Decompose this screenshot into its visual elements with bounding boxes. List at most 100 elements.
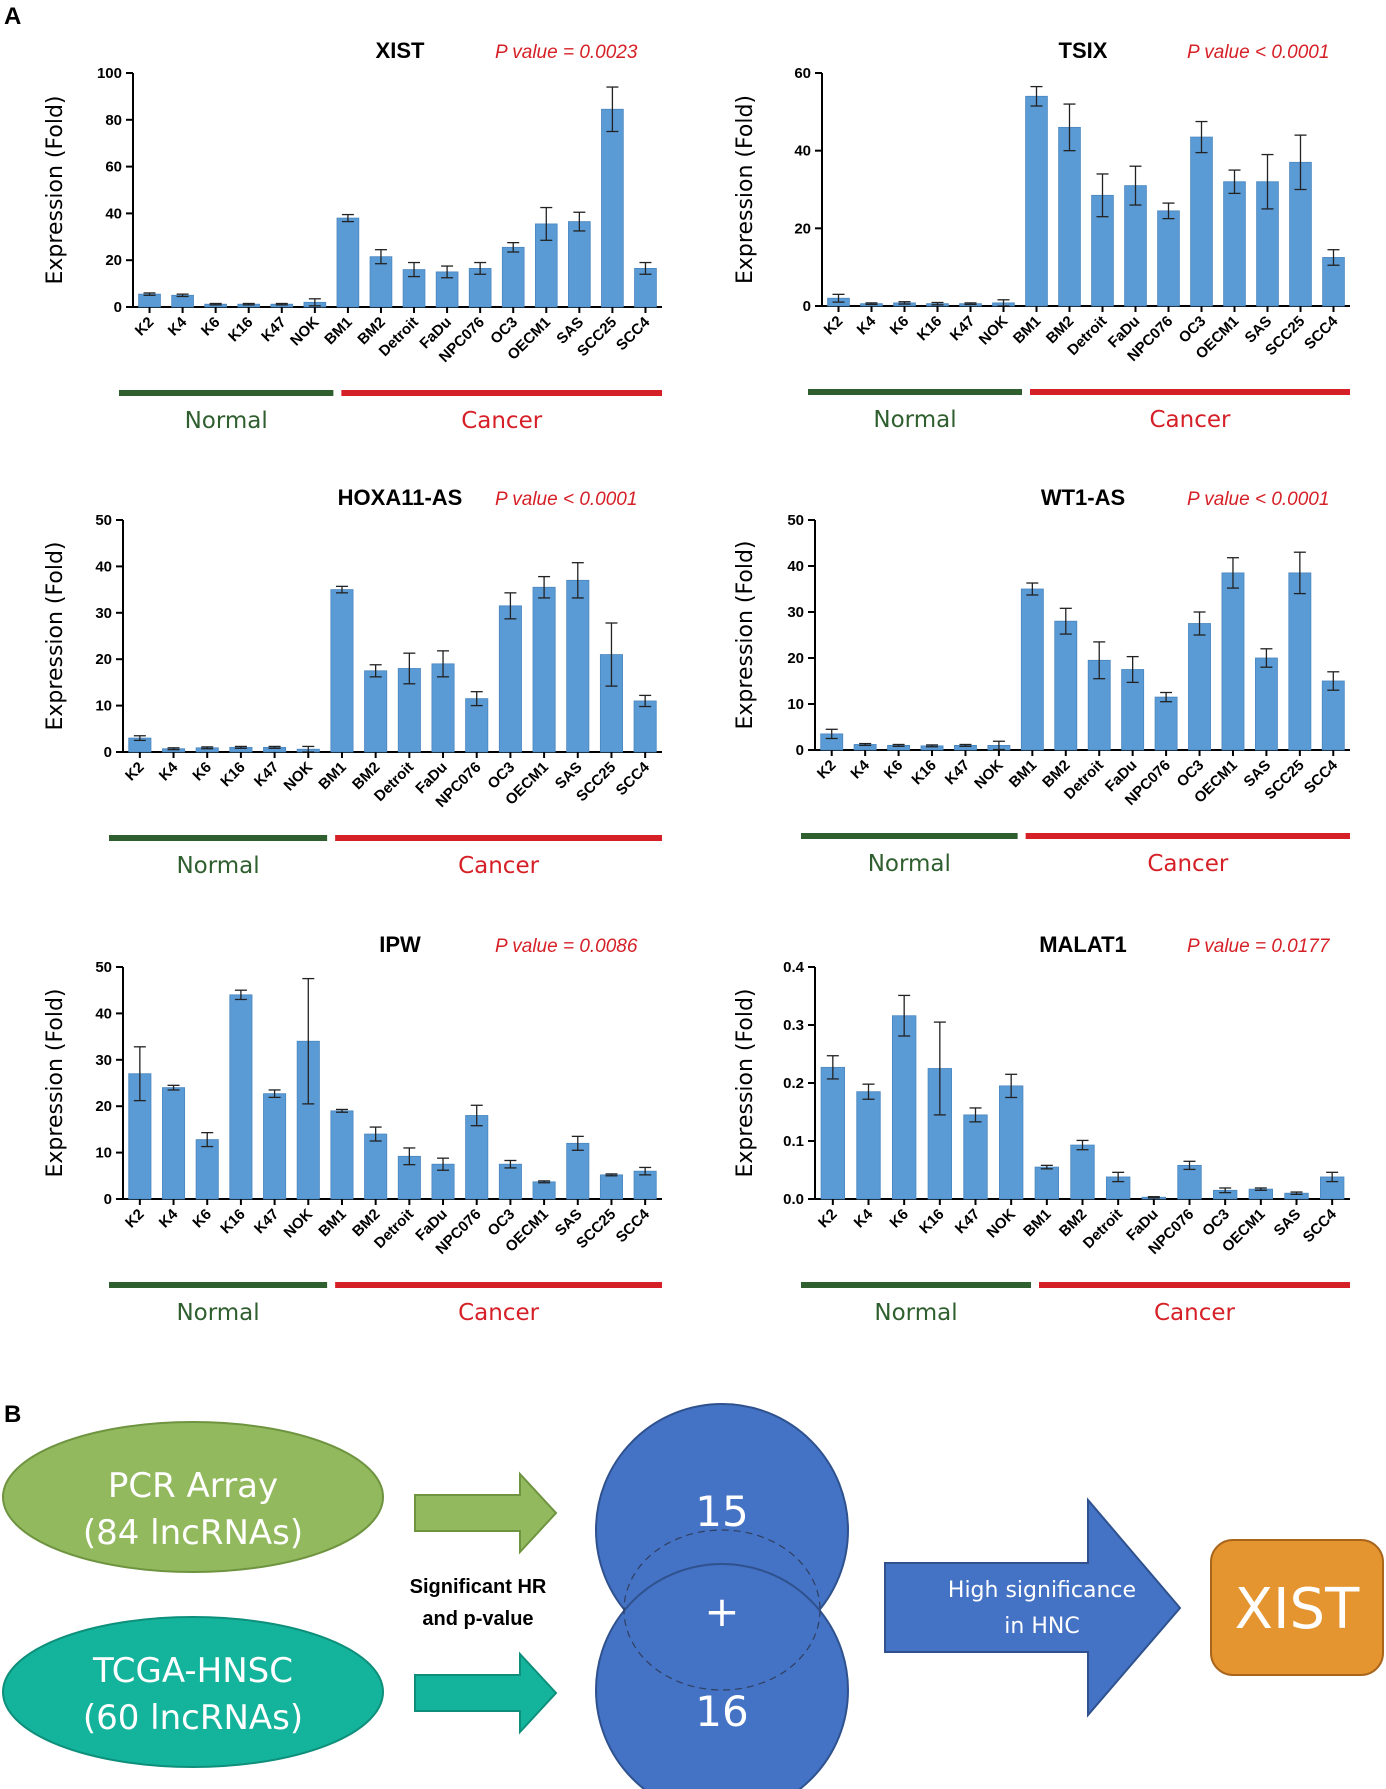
x-tick-label: K2 (122, 1206, 148, 1232)
x-tick-label: SCC4 (613, 313, 654, 354)
y-tick-label: 0.0 (783, 1191, 804, 1208)
x-tick-label: K4 (851, 1205, 877, 1231)
cancer-group-label: Cancer (1154, 1300, 1236, 1326)
bar-k47 (263, 1093, 287, 1200)
chart-ipw-group: IPW P value = 0.0086 Expression (Fold) 0 10 2… (43, 932, 662, 1326)
bar-k6 (891, 1015, 917, 1200)
y-tick-label: 10 (95, 698, 112, 715)
bar-bm1 (1034, 1166, 1060, 1200)
tcga-hnsc-count: (60 lncRNAs) (83, 1698, 303, 1738)
x-tick-label: K16 (914, 313, 945, 344)
pcr-array-label: PCR Array (108, 1466, 278, 1506)
panel-b-label: B (4, 1401, 21, 1428)
y-tick-label: 100 (97, 65, 122, 82)
bar-k4 (856, 1091, 881, 1200)
chart-title: WT1-AS (1041, 485, 1125, 510)
x-tick-label: BM1 (1006, 757, 1040, 791)
bar-npc076 (1157, 210, 1180, 307)
bar-bm1 (1025, 95, 1048, 307)
y-tick-label: 20 (787, 650, 804, 667)
bar-oc3 (1188, 623, 1211, 751)
x-tick-label: BM1 (1010, 313, 1044, 347)
criteria-label-2: and p-value (422, 1608, 533, 1630)
plus-sign: + (704, 1587, 739, 1636)
y-axis-label: Expression (Fold) (733, 541, 758, 730)
bar-nok (998, 1085, 1024, 1200)
x-tick-label: K4 (156, 1205, 182, 1231)
y-tick-label: 20 (105, 252, 122, 269)
bar-npc076 (465, 1115, 489, 1200)
y-tick-label: 0 (104, 744, 112, 761)
y-tick-label: 20 (794, 220, 811, 237)
y-tick-label: 0.3 (783, 1017, 804, 1034)
y-tick-label: 10 (787, 696, 804, 713)
y-tick-label: 50 (95, 512, 112, 529)
x-tick-label: K4 (156, 758, 182, 784)
x-tick-label: SCC4 (613, 758, 654, 799)
p-value-label: P value < 0.0001 (1187, 489, 1329, 510)
y-tick-label: 80 (105, 112, 122, 129)
x-tick-label: K4 (165, 313, 191, 339)
bar-k2 (138, 293, 161, 308)
bar-scc25 (599, 1174, 623, 1200)
y-axis-label: Expression (Fold) (43, 989, 68, 1178)
x-tick-label: K16 (908, 757, 939, 788)
y-tick-label: 20 (95, 1098, 112, 1115)
x-tick-label: K6 (887, 313, 913, 339)
bar-oecm1 (1223, 181, 1246, 307)
cancer-group-label: Cancer (458, 853, 540, 879)
bar-k16 (229, 994, 253, 1200)
y-tick-label: 60 (105, 159, 122, 176)
x-tick-label: NOK (281, 1206, 317, 1242)
normal-group-label: Normal (873, 407, 956, 433)
top-count: 15 (695, 1487, 748, 1536)
bar-bm1 (330, 1110, 354, 1200)
y-tick-label: 40 (95, 558, 112, 575)
chart-wt1-as-group: WT1-AS P value < 0.0001 Expression (Fold) 0… (733, 485, 1350, 877)
tcga-hnsc-ellipse (2, 1616, 384, 1768)
chart-title: MALAT1 (1039, 932, 1127, 957)
xist-result-box (1210, 1539, 1384, 1676)
y-axis-label: Expression (Fold) (733, 989, 758, 1178)
bar-scc25 (1288, 572, 1312, 751)
charts-panel: XIST P value = 0.0023 Expression (Fold) 0 20… (43, 38, 1350, 1326)
arrow-right-icon (414, 1651, 558, 1735)
x-tick-label: BM1 (315, 1206, 349, 1240)
y-tick-label: 40 (794, 143, 811, 160)
bar-oc3 (498, 1163, 522, 1200)
y-tick-label: 0 (114, 299, 122, 316)
x-tick-label: K47 (251, 759, 282, 790)
normal-group-label: Normal (176, 853, 259, 879)
chart-hoxa11-as-group: HOXA11-AS P value < 0.0001 Expression (Fol… (43, 485, 662, 879)
y-tick-label: 30 (787, 604, 804, 621)
xist-result-label: XIST (1235, 1577, 1360, 1642)
overlap-outline (623, 1529, 821, 1691)
x-tick-label: K16 (225, 314, 256, 345)
y-tick-label: 0 (104, 1191, 112, 1208)
bar-oecm1 (532, 1181, 556, 1200)
significance-label-2: in HNC (1004, 1614, 1079, 1639)
y-tick-label: 0.4 (783, 959, 805, 976)
x-tick-label: K6 (198, 314, 224, 340)
x-tick-label: SCC4 (1301, 312, 1342, 353)
tcga-hnsc-label: TCGA-HNSC (92, 1651, 293, 1691)
cancer-group-label: Cancer (1150, 407, 1232, 433)
x-tick-label: K47 (947, 313, 978, 344)
y-tick-label: 0 (796, 742, 804, 759)
chart-title: IPW (379, 932, 421, 957)
p-value-label: P value < 0.0001 (495, 489, 637, 510)
x-tick-label: K4 (847, 756, 873, 782)
bar-bm2 (1058, 126, 1081, 307)
x-tick-label: Detroit (1080, 1206, 1126, 1252)
x-tick-label: K6 (881, 757, 907, 783)
p-value-label: P value = 0.0023 (495, 42, 638, 63)
cancer-group-label: Cancer (458, 1300, 540, 1326)
bottom-count: 16 (695, 1687, 748, 1736)
bar-k47 (963, 1114, 988, 1200)
bar-bm1 (336, 217, 360, 308)
bar-sas (568, 221, 591, 308)
y-tick-label: 30 (95, 605, 112, 622)
chart-xist-group: XIST P value = 0.0023 Expression (Fold) 0 20… (43, 38, 662, 434)
pcr-array-count: (84 lncRNAs) (83, 1513, 303, 1553)
y-tick-label: 40 (105, 205, 122, 222)
